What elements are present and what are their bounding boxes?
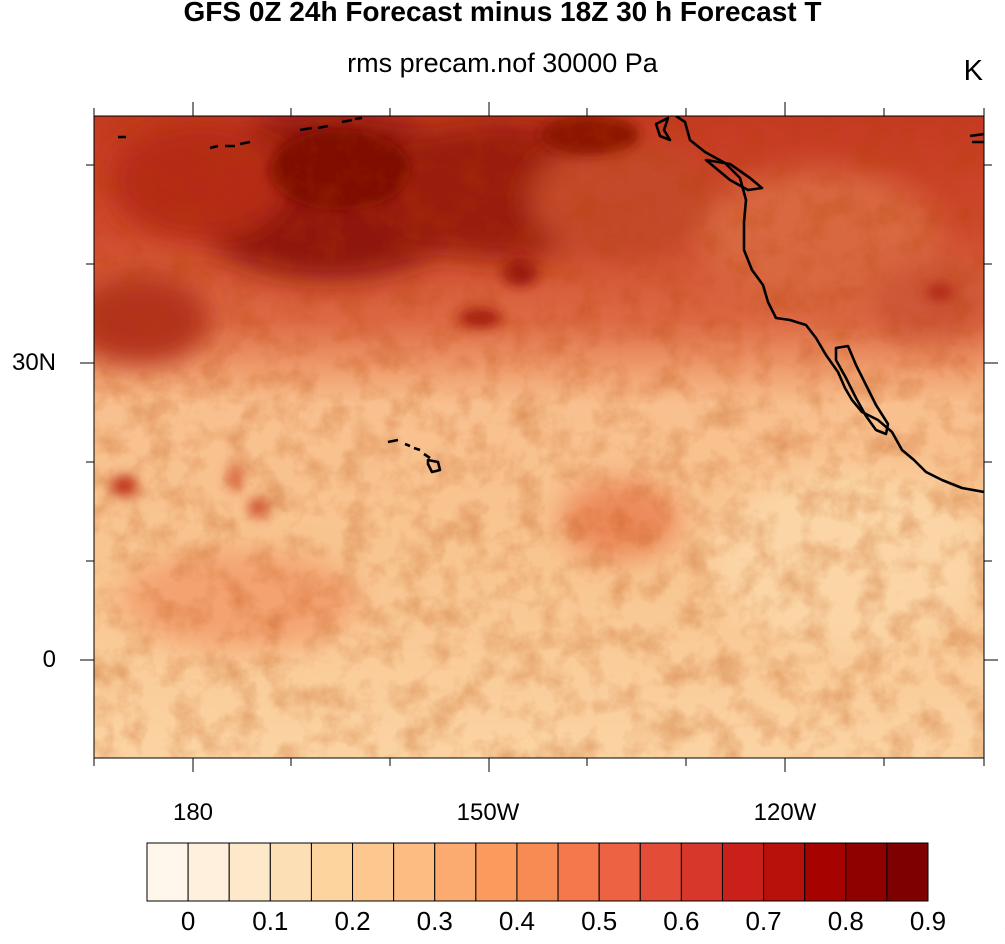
units-label: K — [963, 55, 983, 87]
colorbar-swatch — [187, 842, 230, 902]
colorbar-label: 0 — [180, 906, 196, 936]
colorbar-swatch — [475, 842, 518, 902]
colorbar-label: 1 — [970, 906, 1005, 937]
temperature-field — [94, 116, 984, 758]
vancouver-island-coastline — [704, 158, 764, 192]
alaska-panhandle-coastline — [654, 116, 672, 142]
colorbar-swatch — [269, 842, 312, 902]
west-coast-coastline — [675, 116, 984, 494]
plot-title: GFS 0Z 24h Forecast minus 18Z 30 h Forec… — [183, 0, 822, 27]
map-frame — [93, 115, 985, 759]
colorbar-swatch — [598, 842, 641, 902]
colorbar-swatch — [886, 842, 929, 902]
colorbar-swatch — [845, 842, 888, 902]
colorbar-label: 0.3 — [416, 906, 453, 936]
coastlines — [118, 116, 984, 494]
colorbar-swatch — [557, 842, 600, 902]
colorbar-swatch — [352, 842, 395, 902]
colorbar-label: 0.6 — [663, 906, 700, 936]
colorbar-label: 0.4 — [498, 906, 536, 936]
colorbar-swatch — [804, 842, 847, 902]
colorbar-swatch — [310, 842, 354, 902]
baja-peninsula-coastline — [834, 344, 890, 436]
y-tick-label: 30N — [11, 349, 56, 376]
colorbar-swatch — [680, 842, 723, 902]
colorbar-swatch — [639, 842, 682, 902]
colorbar-swatch — [721, 842, 765, 902]
plot-subtitle: rms precam.nof 30000 Pa — [347, 48, 658, 78]
colorbar-label: 0.1 — [252, 906, 289, 936]
colorbar-swatch — [393, 842, 436, 902]
colorbar-label: 0.7 — [745, 906, 782, 936]
colorbar-swatch — [228, 842, 271, 902]
x-tick-label: 180 — [172, 799, 214, 826]
colorbar-label: 0.2 — [334, 906, 371, 936]
colorbar-swatch — [516, 842, 559, 902]
colorbar-swatch — [146, 842, 189, 902]
colorbar — [146, 842, 929, 902]
x-tick-label: 120W — [753, 799, 817, 826]
colorbar-label: 0.9 — [909, 906, 947, 936]
colorbar-label: 0.5 — [581, 906, 618, 936]
y-tick-label: 0 — [42, 646, 56, 673]
aleutian-islands-coastline — [118, 116, 363, 150]
colorbar-swatch — [434, 842, 477, 902]
colorbar-label: 0.8 — [827, 906, 864, 936]
northeast-coast-fragment — [969, 132, 984, 144]
hawaiian-islands-coastline — [387, 438, 442, 474]
colorbar-swatch — [763, 842, 806, 902]
x-tick-label: 150W — [456, 799, 520, 826]
axis-ticks — [80, 102, 998, 772]
